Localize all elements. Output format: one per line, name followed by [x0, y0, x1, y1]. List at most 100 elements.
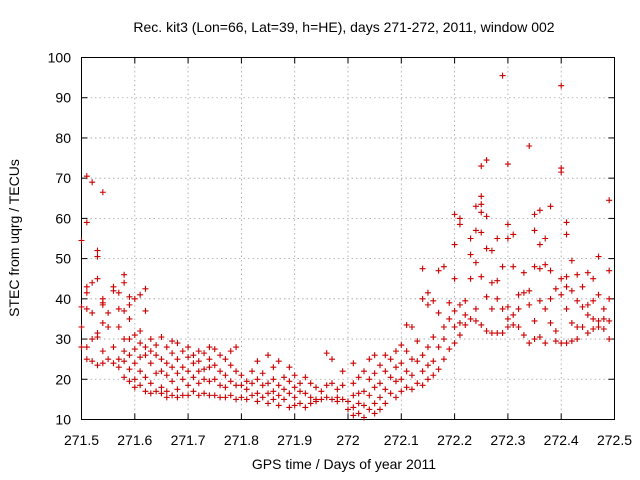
data-point	[563, 305, 570, 312]
data-point	[126, 366, 133, 373]
data-point	[536, 207, 543, 214]
data-point	[83, 356, 90, 363]
data-point	[414, 338, 421, 345]
data-point	[579, 283, 586, 290]
data-point	[430, 358, 437, 365]
data-point	[190, 352, 197, 359]
data-point	[366, 392, 373, 399]
data-point	[147, 390, 154, 397]
data-point	[83, 305, 90, 312]
data-point	[478, 201, 485, 208]
data-point	[408, 323, 415, 330]
y-tick-label: 90	[55, 90, 71, 106]
data-point	[227, 362, 234, 369]
chart-title: Rec. kit3 (Lon=66, Lat=39, h=HE), days 2…	[133, 19, 554, 35]
data-point	[238, 382, 245, 389]
data-point	[558, 340, 565, 347]
data-point	[435, 267, 442, 274]
data-point	[153, 370, 160, 377]
data-point	[536, 241, 543, 248]
data-point	[83, 219, 90, 226]
data-point	[121, 358, 128, 365]
data-point	[563, 340, 570, 347]
data-point	[233, 344, 240, 351]
data-point	[371, 410, 378, 417]
data-point	[147, 348, 154, 355]
data-point	[126, 293, 133, 300]
data-point	[456, 221, 463, 228]
data-point	[531, 317, 538, 324]
data-point	[419, 295, 426, 302]
data-point	[83, 173, 90, 180]
data-point	[366, 406, 373, 413]
x-axis-label: GPS time / Days of year 2011	[252, 456, 436, 472]
data-point	[121, 336, 128, 343]
data-point	[142, 285, 149, 292]
data-point	[217, 352, 224, 359]
data-point	[265, 400, 272, 407]
data-point	[153, 342, 160, 349]
data-point	[499, 263, 506, 270]
data-point	[147, 336, 154, 343]
data-point	[222, 372, 229, 379]
data-point	[510, 311, 517, 318]
data-point	[121, 271, 128, 278]
data-point	[339, 382, 346, 389]
data-point	[275, 382, 282, 389]
data-point	[313, 384, 320, 391]
data-point	[206, 344, 213, 351]
data-point	[403, 368, 410, 375]
data-point	[302, 374, 309, 381]
data-point	[265, 380, 272, 387]
data-point	[350, 412, 357, 419]
data-point	[403, 321, 410, 328]
x-tick-label: 271.9	[277, 432, 312, 448]
data-point	[190, 388, 197, 395]
data-point	[584, 269, 591, 276]
data-point	[179, 364, 186, 371]
data-point	[270, 376, 277, 383]
data-point	[456, 215, 463, 222]
y-tick-label: 10	[55, 412, 71, 428]
data-point	[99, 360, 106, 367]
data-point	[297, 400, 304, 407]
data-point	[440, 336, 447, 343]
data-point	[419, 265, 426, 272]
data-point	[195, 380, 202, 387]
data-point	[302, 390, 309, 397]
data-point	[249, 368, 256, 375]
data-point	[467, 275, 474, 282]
data-point	[323, 382, 330, 389]
data-point	[174, 394, 181, 401]
data-point	[158, 390, 165, 397]
data-point	[249, 392, 256, 399]
data-point	[115, 289, 122, 296]
data-point	[355, 410, 362, 417]
data-point	[206, 392, 213, 399]
data-point	[169, 350, 176, 357]
data-point	[153, 352, 160, 359]
data-point	[520, 332, 527, 339]
x-tick-label: 271.8	[224, 432, 259, 448]
data-point	[414, 380, 421, 387]
data-point	[376, 394, 383, 401]
data-point	[254, 398, 261, 405]
data-point	[350, 380, 357, 387]
data-point	[376, 380, 383, 387]
data-point	[345, 406, 351, 413]
data-point	[600, 315, 607, 322]
data-point	[286, 404, 293, 411]
data-point	[307, 380, 314, 387]
data-point	[227, 392, 234, 399]
data-point	[126, 336, 133, 343]
data-point	[488, 330, 495, 337]
data-point	[483, 328, 490, 335]
data-point	[456, 319, 463, 326]
data-point	[472, 203, 479, 210]
data-point	[387, 356, 394, 363]
data-point	[131, 360, 138, 367]
data-point	[430, 334, 437, 341]
data-point	[552, 285, 559, 292]
data-point	[121, 374, 128, 381]
